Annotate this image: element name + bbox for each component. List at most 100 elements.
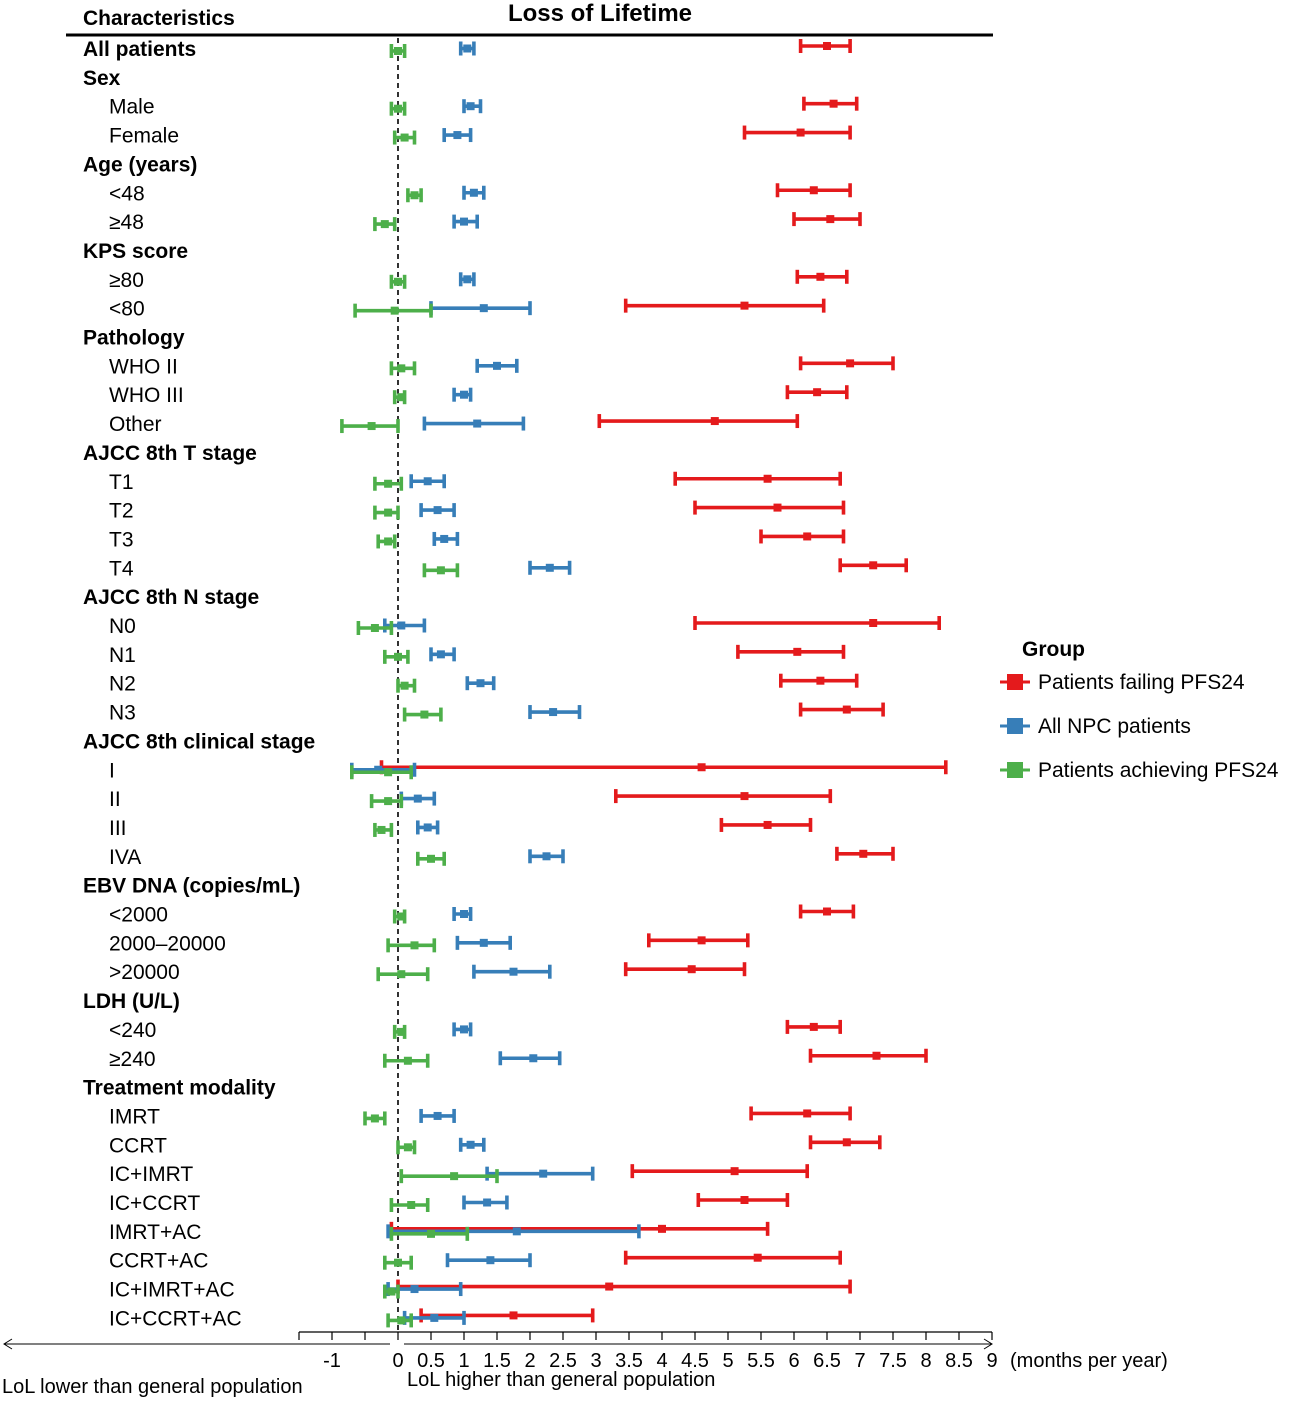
estimate-all-t4-18 [545,563,554,572]
estimate-all-t3-17 [440,534,449,543]
legend-swatch-box-1 [1007,718,1023,734]
group-header-pathology-10: Pathology [83,327,185,350]
row-label-n0-20: N0 [109,615,136,638]
estimate-failing-80-9 [740,301,749,310]
row-label-other-13: Other [109,413,162,436]
estimate-all-ii-26 [413,794,422,803]
estimate-failing-48-5 [809,186,818,195]
group-header-treatment-modality-36: Treatment modality [83,1077,276,1100]
group-header-ajcc-8th-n-stage-19: AJCC 8th N stage [83,586,259,609]
estimate-achieving-ccrt-ac-42 [394,1258,402,1267]
x-tick-label-14: 6.5 [813,1350,841,1372]
estimate-achieving-ic-ccrt-40 [407,1201,416,1209]
row-label-imrt-ac-41: IMRT+AC [109,1221,201,1244]
estimate-all-ic-imrt-ac-43 [410,1285,419,1294]
chart-title: Loss of Lifetime [508,0,692,27]
estimate-achieving-ccrt-38 [403,1143,412,1152]
x-tick-label-5: 2 [524,1350,535,1372]
group-header-ldh-u-l-33: LDH (U/L) [83,990,180,1013]
estimate-all-48-6 [460,217,468,226]
row-label-240-34: <240 [109,1019,156,1042]
row-label-ii-26: II [109,788,121,811]
estimate-achieving-ic-imrt-39 [450,1172,459,1181]
estimate-achieving-48-5 [410,191,419,200]
estimate-achieving-t3-17 [384,537,393,546]
row-label-t1-15: T1 [109,471,134,494]
estimate-achieving-t2-16 [384,508,393,517]
estimate-failing-2000-20000-31 [697,936,706,945]
group-header-kps-score-7: KPS score [83,240,188,263]
legend-label-0: Patients failing PFS24 [1038,671,1245,694]
x-tick-label-13: 6 [788,1350,799,1372]
row-label-who-ii-11: WHO II [109,355,178,378]
estimate-all-ic-ccrt-ac-44 [430,1313,439,1322]
row-label-ic-ccrt-ac-44: IC+CCRT+AC [109,1307,242,1330]
row-label-20000-32: >20000 [109,961,180,984]
row-label-male-2: Male [109,96,155,119]
estimate-all-other-13 [473,419,482,428]
estimate-failing-n0-20 [869,619,878,627]
estimate-achieving-n1-21 [394,652,402,661]
row-label-imrt-37: IMRT [109,1105,160,1128]
row-label-iii-27: III [109,817,127,840]
estimate-achieving-ic-ccrt-ac-44 [397,1316,406,1325]
row-label-ic-imrt-ac-43: IC+IMRT+AC [109,1279,235,1302]
estimate-all-i-25 [374,765,383,774]
estimate-all-t2-16 [433,506,442,515]
estimate-all-80-9 [479,304,488,313]
row-label-ccrt-ac-42: CCRT+AC [109,1250,208,1273]
row-label-ic-ccrt-40: IC+CCRT [109,1192,200,1215]
estimate-achieving-ic-imrt-ac-43 [387,1287,396,1296]
row-label-2000-30: <2000 [109,904,168,927]
estimate-failing-80-8 [816,272,825,281]
x-tick-label-17: 8 [920,1350,931,1372]
arrow-left-label: LoL lower than general population [2,1376,303,1398]
estimate-achieving-n0-20 [370,624,379,632]
row-label-iva-28: IVA [109,846,141,869]
estimate-failing-t1-15 [763,474,772,483]
interval-marks [340,39,948,1328]
estimate-achieving-240-34 [397,1027,406,1036]
estimate-failing-who-ii-11 [846,359,855,368]
right-arrow-head [983,1338,993,1350]
row-label-48-5: <48 [109,182,145,205]
estimate-achieving-iii-27 [377,825,386,834]
estimate-failing-male-2 [829,99,838,108]
estimate-achieving-2000-30 [397,912,406,921]
estimate-failing-t3-17 [803,532,812,541]
row-label-who-iii-12: WHO III [109,384,184,407]
estimate-all-20000-32 [509,967,518,976]
estimate-achieving-who-ii-11 [397,364,406,373]
estimate-all-ccrt-ac-42 [486,1256,495,1265]
estimate-failing-imrt-37 [803,1109,812,1118]
group-header-ebv-dna-copies-ml-29: EBV DNA (copies/mL) [83,875,300,898]
row-label-n2-22: N2 [109,673,136,696]
group-header-sex-1: Sex [83,67,121,90]
estimate-failing-ccrt-38 [842,1138,851,1147]
row-label-80-9: <80 [109,298,145,321]
arrow-right-label: LoL higher than general population [407,1369,715,1391]
estimate-failing-48-6 [826,215,835,224]
estimate-failing-t4-18 [869,561,878,570]
row-label-t4-18: T4 [109,557,134,580]
estimate-all-2000-20000-31 [479,938,488,947]
row-label-ccrt-38: CCRT [109,1134,167,1157]
estimate-achieving-i-25 [384,768,393,777]
estimate-achieving-female-3 [400,133,409,142]
row-label-48-6: ≥48 [109,211,144,234]
left-arrow-head [3,1338,13,1350]
estimate-achieving-imrt-37 [370,1114,379,1123]
x-tick-label-2: 0.5 [417,1350,445,1372]
estimate-achieving-male-2 [394,104,402,113]
estimate-failing-female-3 [796,128,805,137]
x-tick-label-7: 3 [590,1350,601,1372]
estimate-achieving-20000-32 [397,970,406,979]
estimate-all-who-ii-11 [493,361,501,370]
estimate-failing-ic-ccrt-40 [740,1196,749,1204]
x-axis: -1 0 0.5 1 1.5 2 2.5 3 3.5 4 4.5 5 5.5 6 6.5 7 7.5 8 8.5 9 [298,1331,998,1372]
estimate-failing-all-patients-0 [823,42,831,50]
estimate-all-imrt-37 [433,1111,442,1120]
estimate-failing-n3-23 [842,705,851,714]
group-header-ajcc-8th-clinical-stage-24: AJCC 8th clinical stage [83,730,315,753]
